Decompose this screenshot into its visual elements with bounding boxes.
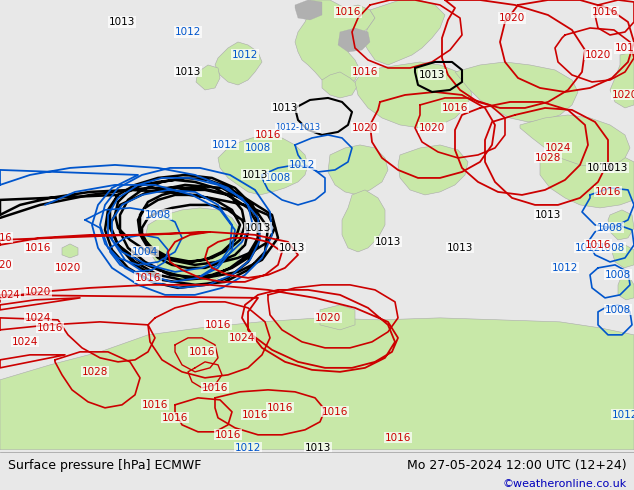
Text: 1012: 1012 [552, 263, 578, 273]
Polygon shape [0, 318, 634, 450]
Polygon shape [362, 0, 445, 65]
Text: ©weatheronline.co.uk: ©weatheronline.co.uk [502, 479, 626, 489]
Text: 1020: 1020 [499, 13, 525, 23]
Text: 1028: 1028 [535, 153, 561, 163]
Text: 1016: 1016 [202, 383, 228, 393]
Polygon shape [455, 62, 578, 122]
Text: 1016: 1016 [0, 233, 12, 243]
Text: 1013: 1013 [242, 170, 268, 180]
Text: 1020: 1020 [419, 123, 445, 133]
Text: 1004: 1004 [132, 247, 158, 257]
Text: 1016: 1016 [25, 243, 51, 253]
Text: 1013: 1013 [419, 70, 445, 80]
Text: 1016: 1016 [142, 400, 168, 410]
Text: 1013: 1013 [109, 17, 135, 27]
Text: 1020: 1020 [0, 260, 12, 270]
Text: 1020: 1020 [352, 123, 378, 133]
Text: 1016: 1016 [322, 407, 348, 417]
Polygon shape [610, 52, 634, 108]
Text: Surface pressure [hPa] ECMWF: Surface pressure [hPa] ECMWF [8, 460, 201, 472]
Text: 1016: 1016 [215, 430, 241, 440]
Text: 1020: 1020 [55, 263, 81, 273]
Text: 1012: 1012 [175, 27, 201, 37]
Text: 1016: 1016 [267, 403, 293, 413]
Text: 1016: 1016 [135, 273, 161, 283]
Text: 1016: 1016 [255, 130, 281, 140]
Text: 1008: 1008 [605, 270, 631, 280]
Polygon shape [338, 28, 370, 52]
Text: 1020: 1020 [25, 287, 51, 297]
Text: 1012: 1012 [232, 50, 258, 60]
Text: Mo 27-05-2024 12:00 UTC (12+24): Mo 27-05-2024 12:00 UTC (12+24) [407, 460, 626, 472]
Text: 1013: 1013 [245, 223, 271, 233]
Text: 1012: 1012 [612, 410, 634, 420]
Text: 1013: 1013 [587, 163, 613, 173]
Text: 1008: 1008 [599, 243, 625, 253]
Polygon shape [355, 62, 472, 128]
Text: 1016: 1016 [595, 187, 621, 197]
Text: 1024: 1024 [229, 333, 256, 343]
Text: 1016: 1016 [385, 433, 411, 443]
Text: 1013: 1013 [305, 443, 331, 453]
Text: 1012: 1012 [235, 443, 261, 453]
Text: 1008: 1008 [605, 305, 631, 315]
Polygon shape [196, 65, 220, 90]
Polygon shape [295, 0, 375, 95]
Text: 1013: 1013 [272, 103, 298, 113]
Text: 1020: 1020 [612, 90, 634, 100]
Text: 1012-1013: 1012-1013 [275, 123, 321, 132]
Polygon shape [342, 190, 385, 252]
Polygon shape [62, 244, 78, 258]
Polygon shape [322, 72, 358, 98]
Polygon shape [145, 208, 242, 285]
Text: 1016: 1016 [585, 240, 611, 250]
Text: 1024: 1024 [545, 143, 571, 153]
Text: 1012: 1012 [289, 160, 315, 170]
Text: 1024: 1024 [0, 290, 20, 300]
Text: 1016: 1016 [205, 320, 231, 330]
Text: 1016: 1016 [442, 103, 468, 113]
Text: 1012: 1012 [212, 140, 238, 150]
Polygon shape [398, 145, 468, 195]
Polygon shape [618, 278, 634, 300]
Text: 1024: 1024 [12, 337, 38, 347]
Polygon shape [215, 42, 262, 85]
Text: 1016: 1016 [242, 410, 268, 420]
Text: 1008: 1008 [265, 173, 291, 183]
Text: 1013: 1013 [175, 67, 201, 77]
Text: 1013: 1013 [535, 210, 561, 220]
Text: 1016: 1016 [162, 413, 188, 423]
Polygon shape [540, 148, 634, 208]
Text: 1024: 1024 [25, 313, 51, 323]
Text: 1020: 1020 [315, 313, 341, 323]
Text: 1016: 1016 [335, 7, 361, 17]
Text: 1013: 1013 [447, 243, 473, 253]
Text: 1012: 1012 [575, 243, 601, 253]
Text: 1013: 1013 [375, 237, 401, 247]
Text: 1016: 1016 [189, 347, 215, 357]
Polygon shape [328, 145, 388, 195]
Text: 1008: 1008 [245, 143, 271, 153]
Text: 1016: 1016 [615, 43, 634, 53]
Polygon shape [295, 0, 322, 20]
Text: 1016: 1016 [592, 7, 618, 17]
Polygon shape [218, 135, 308, 195]
Polygon shape [612, 245, 634, 268]
Text: 1016: 1016 [352, 67, 378, 77]
Text: 1013: 1013 [602, 163, 628, 173]
Text: 1008: 1008 [145, 210, 171, 220]
Polygon shape [520, 115, 630, 168]
Text: 1013: 1013 [279, 243, 305, 253]
Polygon shape [320, 305, 355, 330]
Text: 1028: 1028 [82, 367, 108, 377]
Text: 1020: 1020 [585, 50, 611, 60]
Text: 1016: 1016 [37, 323, 63, 333]
Text: 1008: 1008 [597, 223, 623, 233]
Polygon shape [608, 210, 634, 240]
